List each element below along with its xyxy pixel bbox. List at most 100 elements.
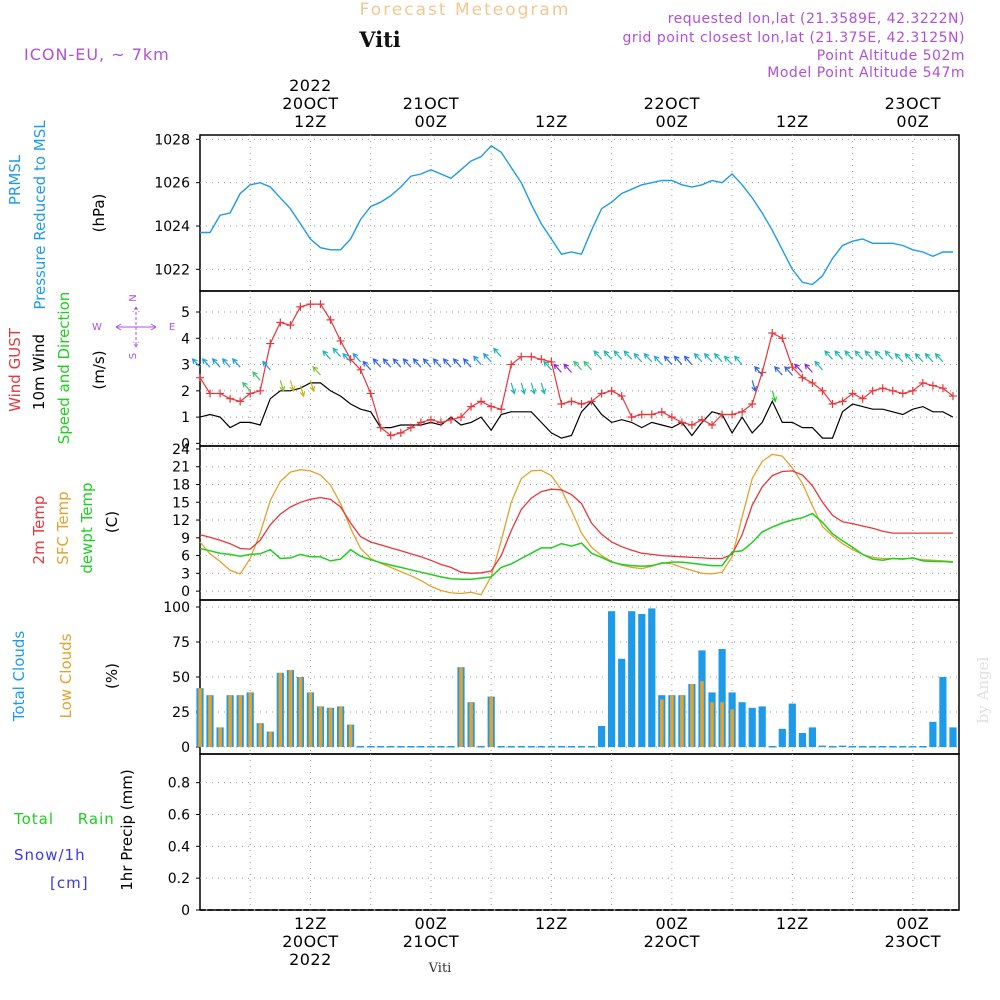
total-cloud-bar (447, 746, 455, 748)
pressure-label-long: Pressure Reduced to MSL (31, 120, 49, 310)
wind-arrow (583, 360, 592, 371)
low-cloud-bar (218, 727, 222, 747)
wind-arrow (342, 352, 352, 363)
wind-arrow (241, 381, 251, 392)
gust-marker (708, 420, 717, 429)
wind-arrow (279, 380, 286, 393)
top-time-label: 12Z (776, 112, 809, 131)
wind-arrow (252, 371, 261, 381)
gust-marker (868, 386, 877, 395)
y-tick-label: 1 (181, 410, 190, 426)
gust-marker (828, 399, 837, 408)
wind-arrow (774, 365, 783, 376)
total-cloud-bar (778, 728, 786, 747)
wind-arrow (520, 382, 527, 395)
gust-marker (236, 397, 245, 406)
dewpt-line (199, 512, 954, 581)
gust-marker (497, 405, 506, 414)
y-tick-label: 21 (172, 460, 190, 476)
temp-unit: (C) (103, 511, 121, 533)
low-cloud-bar (338, 706, 343, 747)
y-tick-label: 50 (172, 670, 190, 686)
y-tick-label: 24 (172, 442, 190, 458)
wind-unit: (m/s) (90, 350, 108, 389)
total-cloud-bar (919, 746, 927, 748)
gust-marker (577, 399, 586, 408)
wind-arrow (530, 382, 537, 395)
wind-arrow (904, 352, 914, 363)
pressure-unit: (hPa) (90, 194, 108, 233)
sfc-temp-label: SFC Temp (54, 491, 72, 564)
top-time-label: 2022 (289, 76, 332, 95)
low-cloud-bar (268, 731, 273, 747)
total-cloud-bar (718, 649, 726, 747)
gust-marker (196, 373, 204, 382)
total-cloud-bar (618, 658, 626, 747)
gust-marker (617, 392, 626, 401)
gust-marker (918, 378, 927, 387)
bottom-time-label: 00Z (655, 914, 688, 933)
total-cloud-bar (397, 746, 405, 748)
gust-marker (728, 410, 737, 419)
wind-arrow (784, 365, 793, 376)
wind-arrow (372, 358, 382, 368)
bottom-time-label: 00Z (414, 914, 447, 933)
total-cloud-bar (848, 746, 857, 748)
total-cloud-bar (899, 746, 907, 748)
pressure-line (200, 144, 953, 286)
wind-arrow (553, 363, 562, 373)
wind-arrow (299, 385, 306, 398)
gust-marker (396, 428, 405, 437)
low-cloud-bar (288, 670, 293, 747)
gust-marker (838, 397, 847, 406)
gust-marker (406, 423, 415, 432)
top-time-label: 00Z (896, 112, 929, 131)
watermark: by Angel (974, 656, 992, 723)
gust-marker (718, 410, 727, 419)
wind-label: 10m Wind (30, 334, 48, 410)
gust-marker (697, 415, 706, 424)
total-cloud-bar (587, 746, 596, 748)
total-cloud-bar (818, 745, 827, 747)
gridlines (196, 135, 959, 911)
gust-marker (376, 423, 385, 432)
total-cloud-bar (437, 746, 445, 748)
total-cloud-bar (427, 746, 435, 748)
wind-arrow (402, 358, 412, 368)
y-tick-label: 0 (181, 436, 190, 452)
low-cloud-bar (208, 695, 212, 747)
wind-arrow (703, 352, 713, 363)
top-time-label: 12Z (535, 112, 568, 131)
low-cloud-bar (348, 724, 353, 747)
total-cloud-bar (628, 611, 636, 747)
wind-gust-line (199, 303, 954, 437)
wind-arrow (824, 350, 833, 360)
wind-arrow (422, 358, 432, 368)
total-clouds-label: Total Clouds (10, 631, 28, 723)
y-tick-label: 4 (181, 331, 190, 347)
total-cloud-bar (808, 727, 816, 747)
wind-arrow (934, 352, 944, 363)
gust-marker (677, 418, 686, 427)
total-cloud-bar (889, 746, 897, 748)
wind-arrow (834, 350, 843, 360)
wind-arrow (573, 360, 582, 371)
gust-marker (446, 415, 455, 424)
total-cloud-bar (638, 614, 646, 747)
total-cloud-bar (798, 733, 806, 747)
wind-arrow (492, 347, 502, 358)
wind-arrow (723, 355, 733, 366)
total-cloud-bar (598, 726, 606, 747)
total-cloud-bar (648, 608, 656, 747)
bottom-time-label: 12Z (535, 914, 568, 933)
gust-marker (547, 357, 556, 366)
y-tick-label: 100 (163, 600, 190, 616)
gust-marker (296, 302, 305, 311)
total-cloud-bar (869, 746, 877, 748)
low-cloud-bar (730, 709, 734, 747)
snow-unit: [cm] (50, 874, 89, 892)
wind-arrow (432, 358, 442, 368)
total-cloud-bar (377, 746, 385, 748)
top-time-label: 00Z (414, 112, 447, 131)
gust-marker (477, 397, 486, 406)
